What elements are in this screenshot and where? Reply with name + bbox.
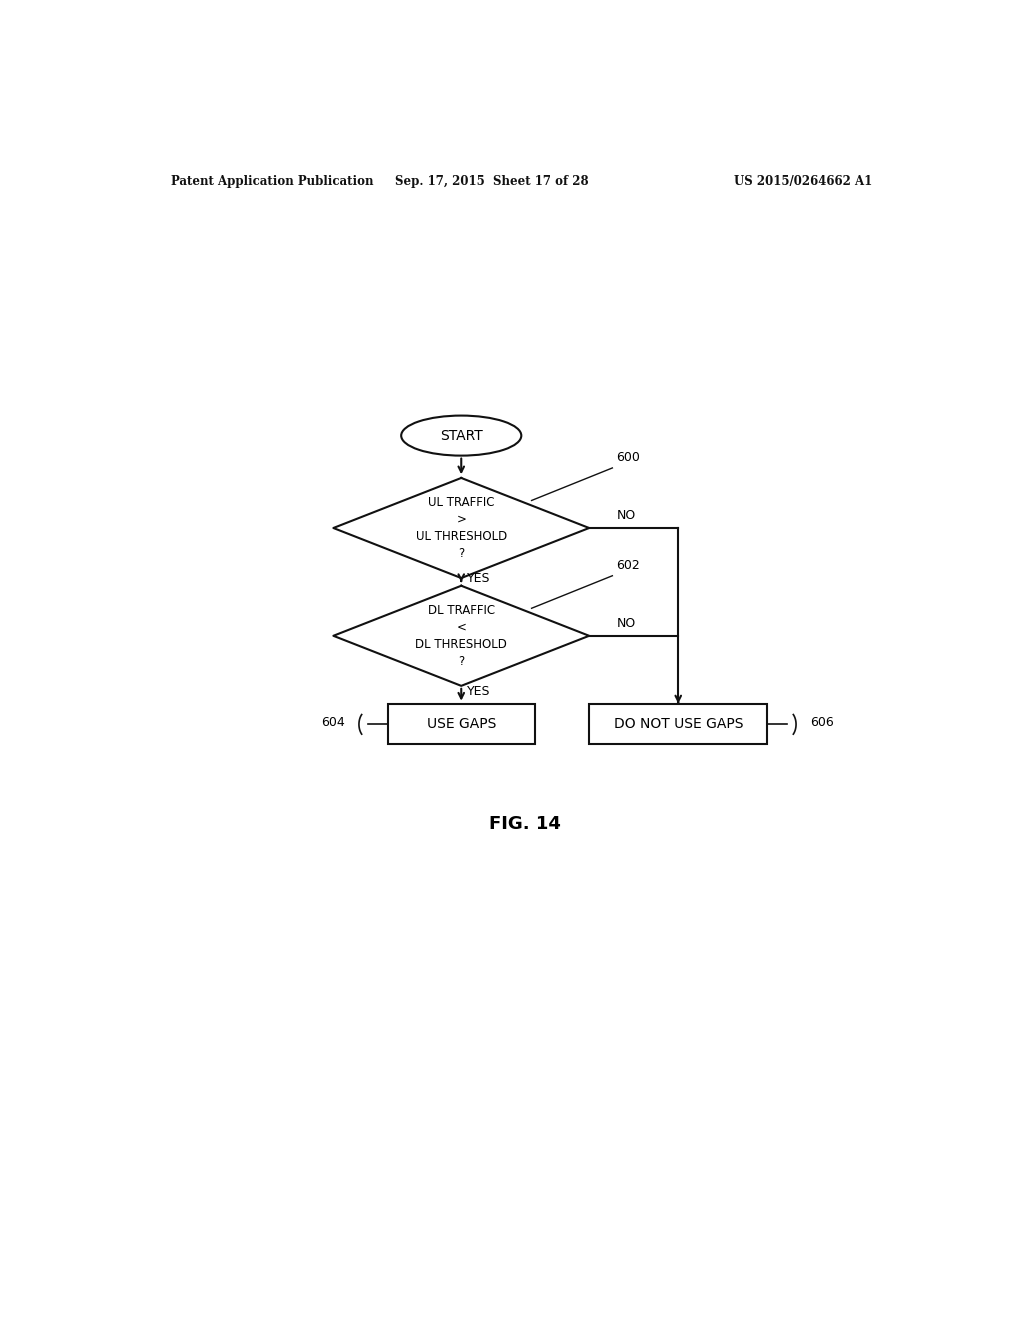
Text: DO NOT USE GAPS: DO NOT USE GAPS [613,717,743,731]
Text: YES: YES [467,572,490,585]
Text: Patent Application Publication: Patent Application Publication [171,176,373,187]
Bar [388,705,535,744]
Text: NO: NO [616,616,636,630]
Text: UL TRAFFIC
>
UL THRESHOLD
?: UL TRAFFIC > UL THRESHOLD ? [416,496,507,560]
Polygon shape [334,586,589,686]
Text: DL TRAFFIC
<
DL THRESHOLD
?: DL TRAFFIC < DL THRESHOLD ? [416,603,507,668]
Polygon shape [334,478,589,578]
Ellipse shape [401,416,521,455]
Text: USE GAPS: USE GAPS [427,717,496,731]
Text: FIG. 14: FIG. 14 [488,816,561,833]
Text: Sep. 17, 2015  Sheet 17 of 28: Sep. 17, 2015 Sheet 17 of 28 [395,176,589,187]
Bar [589,705,767,744]
Text: 600: 600 [616,451,640,465]
Text: 606: 606 [810,715,834,729]
Text: NO: NO [616,508,636,521]
Text: YES: YES [467,685,490,698]
Text: START: START [440,429,482,442]
Text: 604: 604 [322,715,345,729]
Text: US 2015/0264662 A1: US 2015/0264662 A1 [734,176,872,187]
Text: 602: 602 [616,558,640,572]
